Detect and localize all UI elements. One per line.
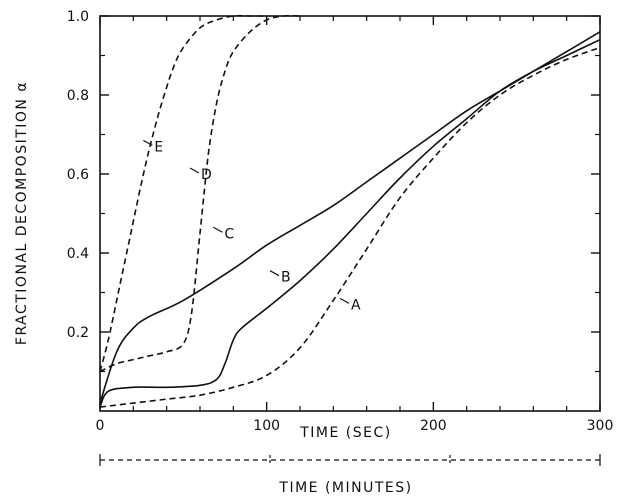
curve-b bbox=[99, 38, 601, 408]
x-tick-label: 100 bbox=[253, 418, 280, 434]
x-tick-label: 0 bbox=[96, 418, 105, 434]
y-tick-label: 1.0 bbox=[67, 9, 89, 25]
curve-e bbox=[99, 14, 267, 372]
minutes-axis-title: TIME (MINUTES) bbox=[278, 480, 412, 496]
ticks: 0 100 200 300 0.2 0.4 0.6 0.8 1.0 bbox=[67, 9, 614, 434]
x-axis-title: TIME (SEC) bbox=[299, 425, 392, 441]
curves bbox=[99, 14, 601, 408]
y-tick-label: 0.4 bbox=[67, 246, 89, 262]
curve-label-d: D bbox=[201, 167, 212, 183]
curve-labels: A B C D E bbox=[143, 139, 361, 313]
curve-label-e: E bbox=[154, 139, 163, 155]
minutes-axis bbox=[99, 454, 601, 466]
curve-d bbox=[99, 14, 301, 373]
y-tick-label: 0.2 bbox=[67, 325, 89, 341]
curve-label-leader-a bbox=[339, 297, 350, 304]
curve-label-leader-d bbox=[189, 167, 200, 174]
y-tick-label: 0.6 bbox=[67, 167, 89, 183]
curve-label-b: B bbox=[281, 270, 291, 286]
curve-label-leader-e bbox=[143, 139, 153, 146]
x-tick-label: 300 bbox=[587, 418, 614, 434]
curve-label-a: A bbox=[351, 297, 361, 313]
y-tick-label: 0.8 bbox=[67, 88, 89, 104]
y-axis-title: FRACTIONAL DECOMPOSITION α bbox=[14, 81, 30, 345]
x-tick-label: 200 bbox=[420, 418, 447, 434]
curve-label-c: C bbox=[224, 226, 234, 242]
curve-label-leader-b bbox=[269, 270, 280, 277]
curve-label-leader-c bbox=[213, 226, 223, 233]
curve-c bbox=[99, 31, 601, 404]
curve-a bbox=[99, 46, 601, 408]
